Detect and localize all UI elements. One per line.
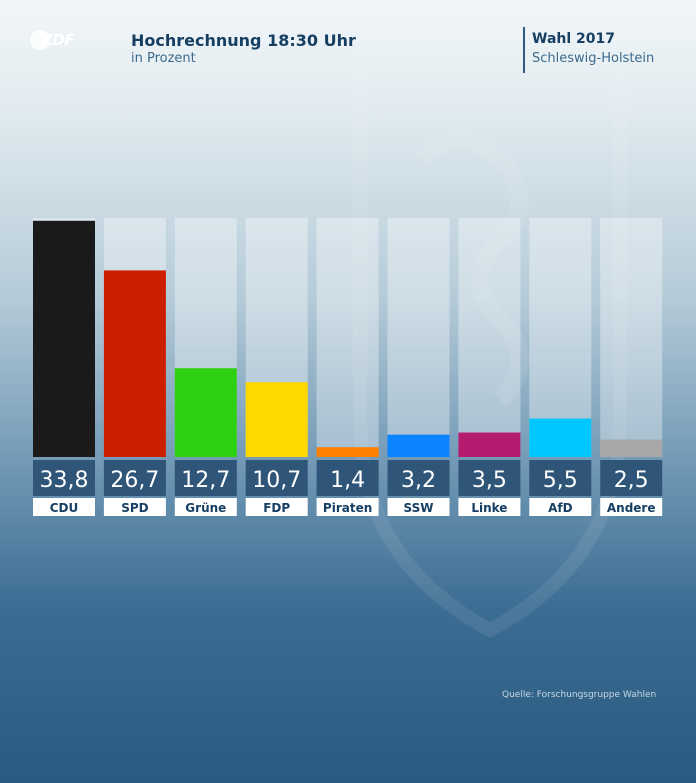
bar-track (387, 218, 450, 457)
zdf-logo: ZDF (30, 28, 82, 52)
value-label: 2,5 (614, 468, 649, 493)
category-label: SPD (121, 501, 148, 515)
category-label: CDU (50, 501, 79, 515)
chart-subtitle: in Prozent (131, 51, 196, 66)
bar-7 (529, 418, 592, 457)
category-box (103, 498, 166, 516)
bar-track (458, 218, 521, 457)
election-label: Wahl 2017 (532, 31, 615, 47)
logo-text: ZDF (42, 31, 75, 49)
category-box (33, 498, 95, 516)
value-box (174, 460, 237, 496)
value-box (33, 460, 95, 496)
value-box (387, 460, 450, 496)
bar-8 (600, 439, 663, 457)
category-box (600, 498, 663, 516)
value-label: 12,7 (181, 468, 230, 493)
bar-4 (316, 447, 379, 457)
chart-title: Hochrechnung 18:30 Uhr (131, 31, 356, 50)
category-label: FDP (263, 501, 290, 515)
category-label: Linke (471, 501, 507, 515)
value-label: 1,4 (330, 468, 365, 493)
value-box (458, 460, 521, 496)
value-box (529, 460, 592, 496)
bar-track (529, 218, 592, 457)
category-label: Grüne (185, 501, 226, 515)
category-box (316, 498, 379, 516)
category-label: Piraten (323, 501, 372, 515)
bar-0 (33, 220, 95, 457)
region-label: Schleswig-Holstein (532, 51, 655, 66)
value-label: 26,7 (110, 468, 159, 493)
bar-6 (458, 432, 521, 457)
bar-2 (174, 368, 237, 457)
value-box (316, 460, 379, 496)
bar-track (600, 218, 663, 457)
value-box (245, 460, 308, 496)
category-box (529, 498, 592, 516)
value-label: 5,5 (543, 468, 578, 493)
bar-track (316, 218, 379, 457)
bar-1 (103, 270, 166, 457)
category-box (174, 498, 237, 516)
value-label: 3,2 (401, 468, 436, 493)
category-box (458, 498, 521, 516)
value-box (600, 460, 663, 496)
header-divider (523, 27, 525, 73)
value-label: 10,7 (252, 468, 301, 493)
category-box (245, 498, 308, 516)
value-label: 33,8 (40, 468, 89, 493)
category-label: Andere (607, 501, 656, 515)
bar-3 (245, 382, 308, 457)
category-label: AfD (548, 501, 573, 515)
value-label: 3,5 (472, 468, 507, 493)
category-box (387, 498, 450, 516)
source-note: Quelle: Forschungsgruppe Wahlen (502, 690, 657, 700)
category-label: SSW (404, 501, 434, 515)
bar-5 (387, 434, 450, 457)
value-box (103, 460, 166, 496)
